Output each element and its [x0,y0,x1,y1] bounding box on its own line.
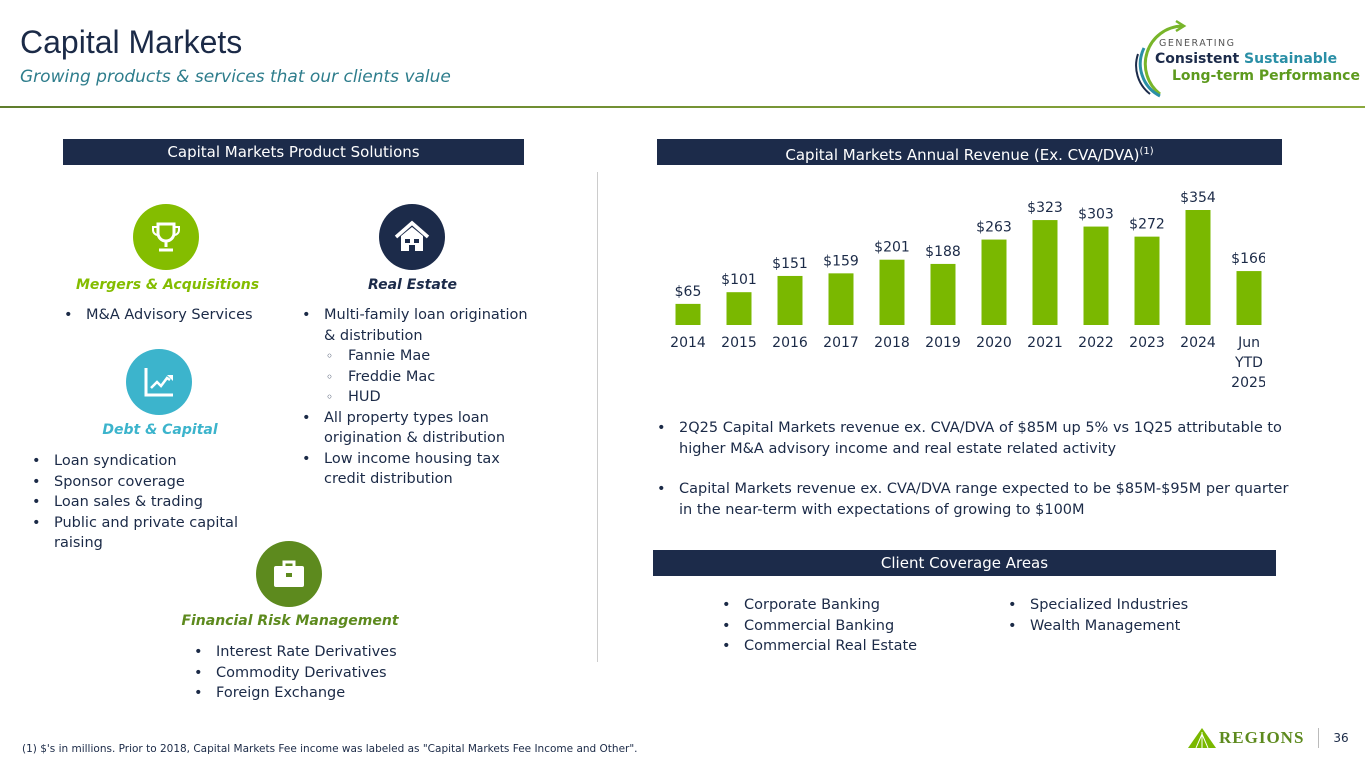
list-item: Freddie Mac [300,367,540,388]
list-item: Low income housing tax credit distributi… [300,449,540,490]
note-item: Capital Markets revenue ex. CVA/DVA rang… [655,479,1295,520]
tagline-word1: Consistent [1155,51,1240,67]
real-estate-list: Multi-family loan origination & distribu… [300,305,540,490]
data-label: $65 [675,284,702,300]
list-item: Specialized Industries [1006,595,1266,616]
list-item: Interest Rate Derivatives [192,642,432,663]
data-label: $188 [925,244,961,260]
house-icon [379,204,445,270]
bar-2016 [777,275,803,325]
list-item: Fannie Mae [300,346,540,367]
frm-list: Interest Rate Derivatives Commodity Deri… [192,642,432,704]
bar-2022 [1083,226,1109,325]
x-tick-label: 2021 [1027,335,1063,351]
bar-2024 [1185,210,1211,325]
note-item: 2Q25 Capital Markets revenue ex. CVA/DVA… [655,418,1295,459]
trophy-icon [133,204,199,270]
real-estate-title: Real Estate [368,277,457,293]
x-tick-label: 2018 [874,335,910,351]
list-item: All property types loan origination & di… [300,408,540,449]
divider [0,106,1365,108]
data-label: $159 [823,253,859,269]
regions-triangle-icon [1188,728,1216,748]
bar-2018 [879,259,905,325]
debt-capital-list: Loan syndication Sponsor coverage Loan s… [30,451,280,554]
list-item: Multi-family loan origination & distribu… [300,305,540,346]
tagline-word2: Sustainable [1244,51,1338,67]
ma-list: M&A Advisory Services [62,305,282,326]
list-item: Corporate Banking [720,595,980,616]
notes-list: 2Q25 Capital Markets revenue ex. CVA/DVA… [655,418,1295,520]
bar-2014 [675,303,701,325]
chart-header: Capital Markets Annual Revenue (Ex. CVA/… [657,139,1282,165]
tagline-line3: Long-term Performance [1172,68,1360,84]
data-label: $272 [1129,217,1165,233]
bar-2023 [1134,236,1160,325]
frm-title: Financial Risk Management [181,613,399,629]
arc-arrow-icon [1135,19,1187,98]
coverage-list-2: Specialized Industries Wealth Management [1006,595,1266,636]
list-item: HUD [300,387,540,408]
x-tick-label: 2023 [1129,335,1165,351]
bar-2019 [930,263,956,325]
x-tick-label: Jun [1237,335,1260,351]
data-label: $323 [1027,200,1063,216]
x-tick-label: 2014 [670,335,706,351]
page-subtitle: Growing products & services that our cli… [20,67,451,87]
x-tick-label: YTD [1234,355,1263,371]
list-item: Sponsor coverage [30,472,280,493]
growth-chart-icon [126,349,192,415]
coverage-header: Client Coverage Areas [653,550,1276,576]
x-tick-label: 2022 [1078,335,1114,351]
x-tick-label: 2016 [772,335,808,351]
list-item: Foreign Exchange [192,683,432,704]
bar-2020 [981,239,1007,325]
x-tick-label: 2025 [1231,375,1265,391]
regions-wordmark: REGIONS [1219,728,1305,747]
page-title: Capital Markets [20,24,243,60]
chart-title: Capital Markets Annual Revenue (Ex. CVA/… [785,146,1140,164]
chart-title-footnote: (1) [1139,146,1154,157]
x-tick-label: 2015 [721,335,757,351]
data-label: $201 [874,240,910,256]
bar-2021 [1032,220,1058,325]
list-item: Loan syndication [30,451,280,472]
x-tick-label: 2017 [823,335,859,351]
tagline-logo: GENERATING Consistent Sustainable Long-t… [1130,18,1360,98]
data-label: $354 [1180,190,1216,206]
product-solutions-header: Capital Markets Product Solutions [63,139,524,165]
list-item: Public and private capital raising [30,513,280,554]
bar-2017 [828,273,854,325]
data-label: $166 [1231,251,1265,267]
briefcase-icon [256,541,322,607]
data-label: $263 [976,220,1012,236]
list-item: Loan sales & trading [30,492,280,513]
revenue-bar-chart: $65 2014 $101 2015 $151 2016 $159 2017 $201 2018 $… [670,190,1265,391]
tagline-line1: GENERATING [1159,38,1236,49]
x-tick-label: 2020 [976,335,1012,351]
data-label: $101 [721,272,757,288]
ma-title: Mergers & Acquisitions [75,277,260,293]
list-item: Commodity Derivatives [192,663,432,684]
divider [1318,728,1320,748]
regions-logo: REGIONS 36 [1188,728,1349,748]
vertical-divider [597,172,598,662]
bar-2015 [726,292,752,325]
data-label: $303 [1078,207,1114,223]
list-item: Commercial Banking [720,616,980,637]
tagline-line2: Consistent Sustainable [1155,51,1337,67]
list-item: Commercial Real Estate [720,636,980,657]
bar-jun-ytd-2025 [1236,271,1262,325]
list-item: Wealth Management [1006,616,1266,637]
x-tick-label: 2024 [1180,335,1216,351]
coverage-list-1: Corporate Banking Commercial Banking Com… [720,595,980,657]
x-tick-label: 2019 [925,335,961,351]
footnote: (1) $'s in millions. Prior to 2018, Capi… [22,743,638,755]
page-number: 36 [1333,731,1349,745]
list-item: M&A Advisory Services [62,305,282,326]
data-label: $151 [772,256,808,272]
debt-capital-title: Debt & Capital [102,422,218,438]
